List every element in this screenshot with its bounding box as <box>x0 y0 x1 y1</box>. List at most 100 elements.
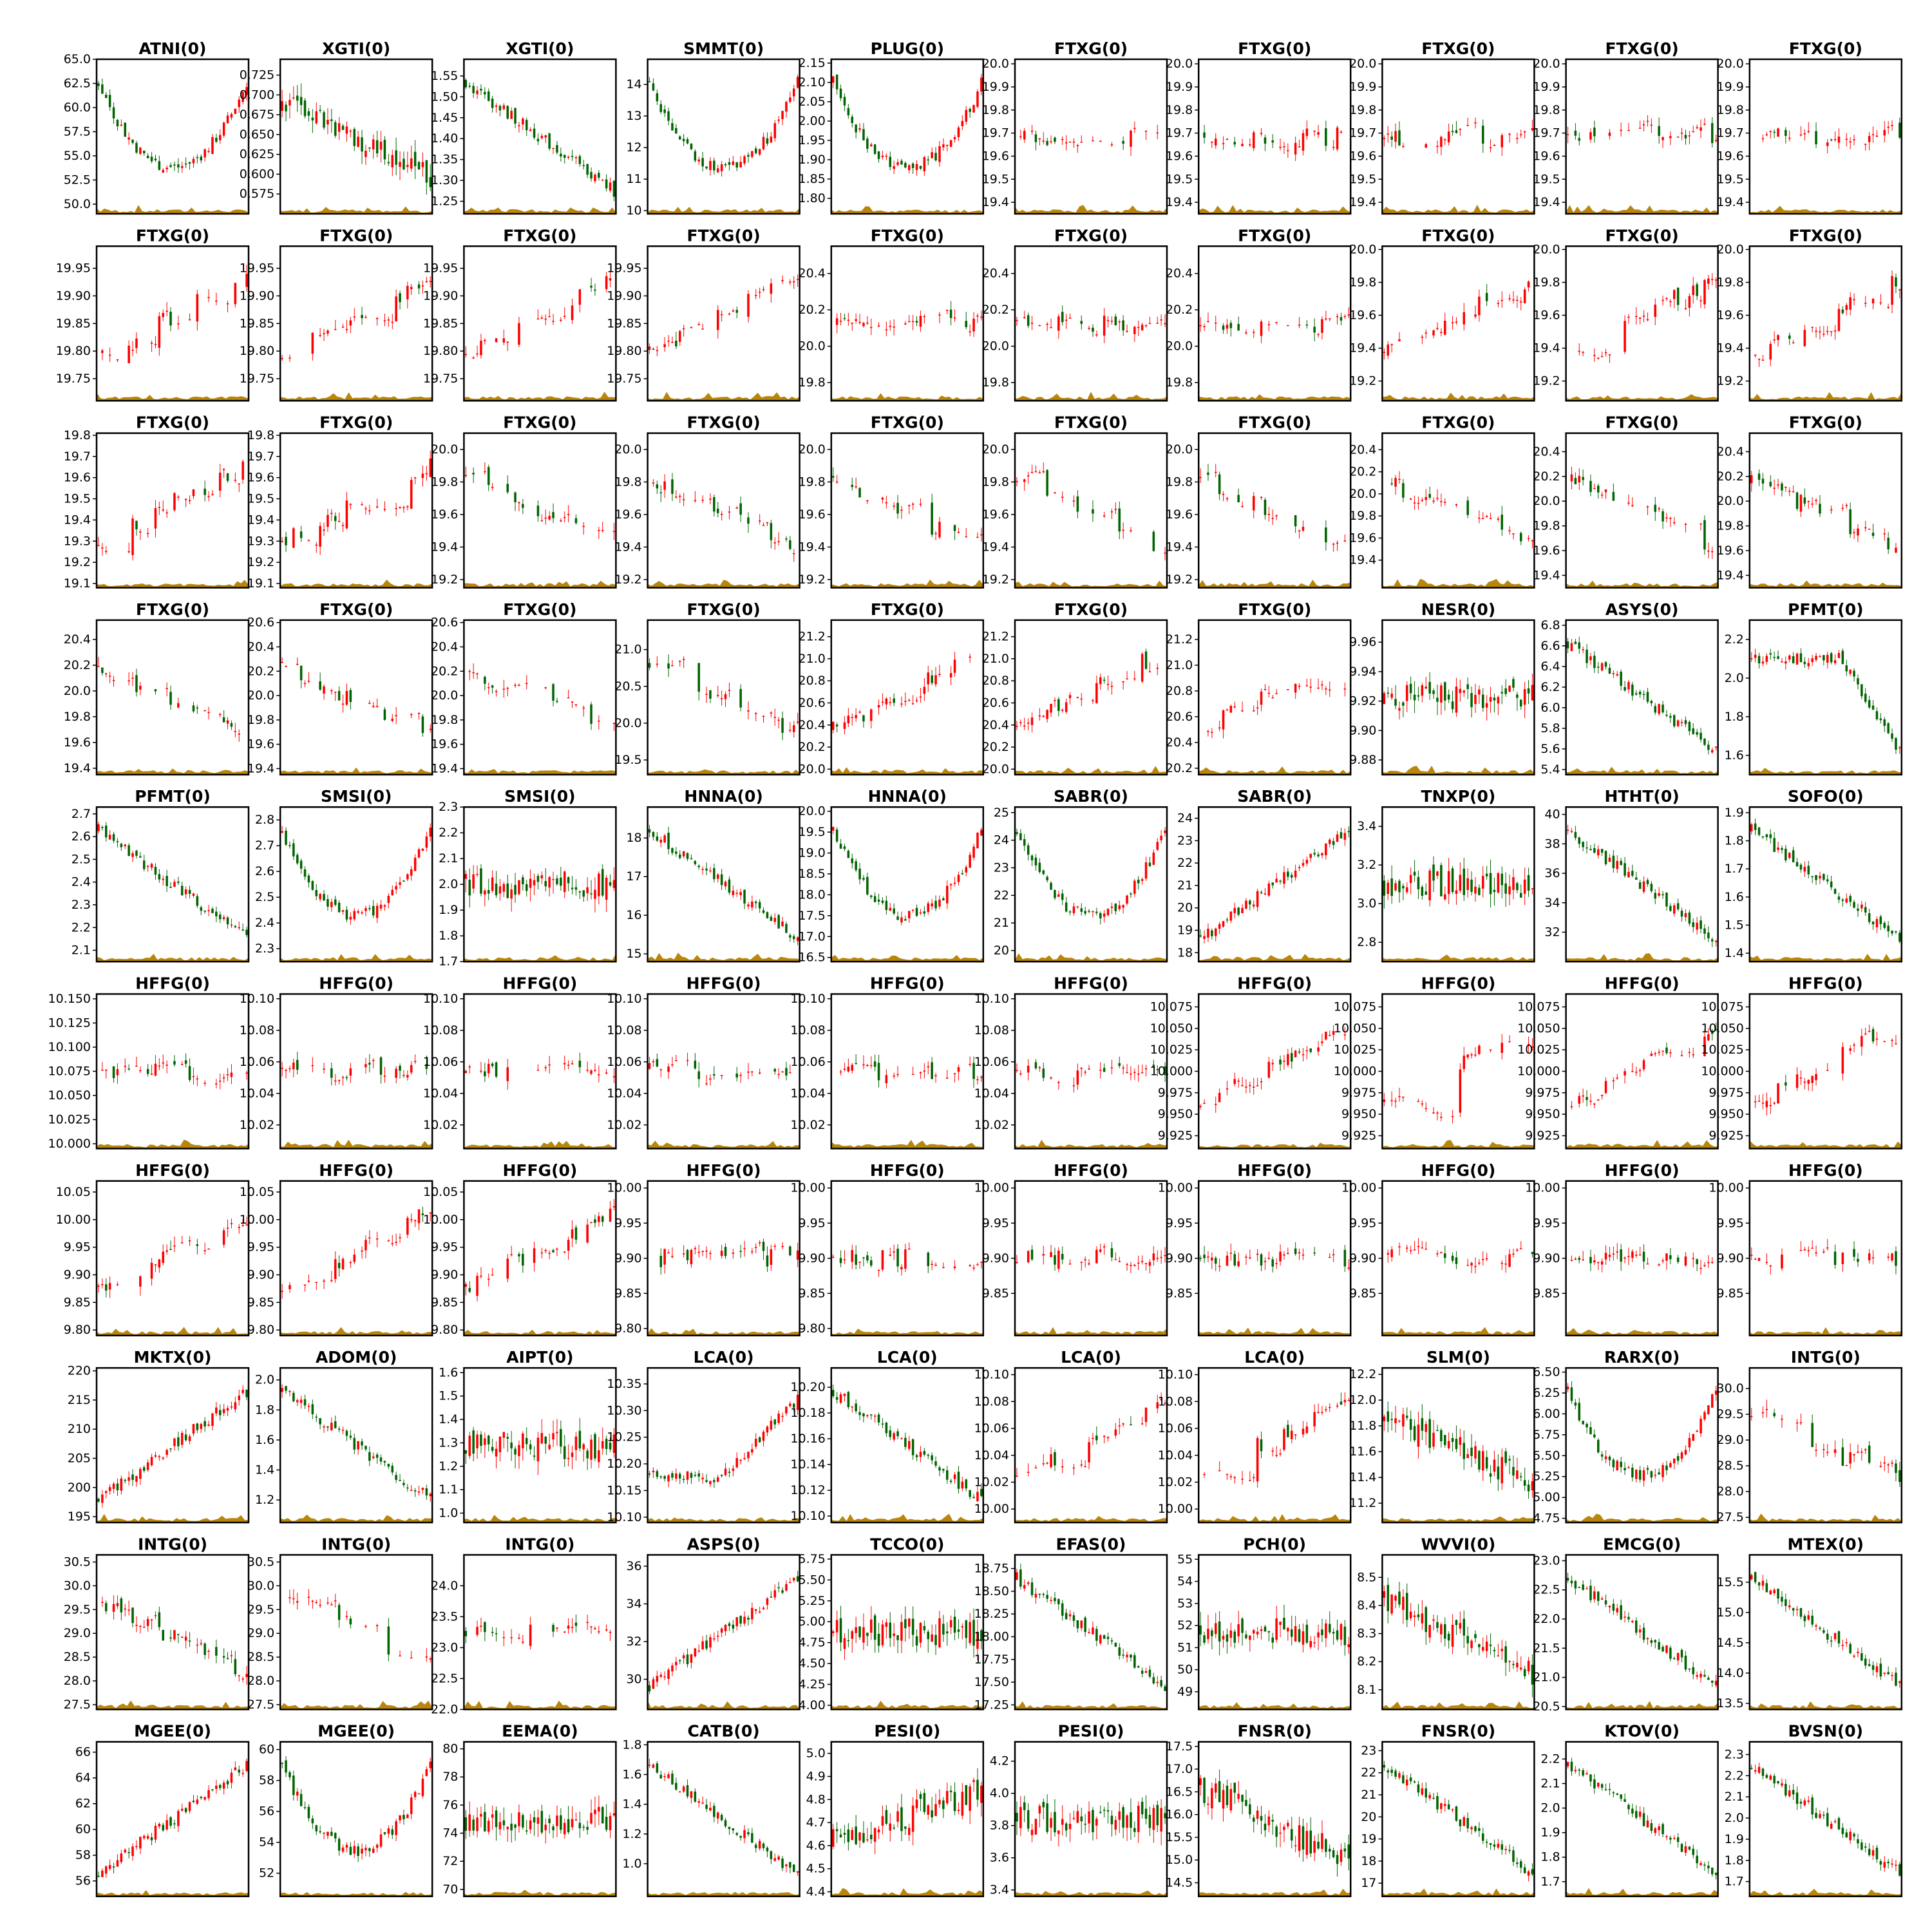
panel-frame <box>463 1180 617 1337</box>
candle-body <box>1222 921 1225 927</box>
chart-panel: FTXG(0)19.419.619.820.020.220.4 <box>1716 413 1903 589</box>
candle-body <box>1054 890 1056 898</box>
candle-body <box>421 716 424 734</box>
candle-body <box>1103 515 1106 517</box>
candle-body <box>128 345 130 363</box>
candle-body <box>1110 511 1113 513</box>
candle-body <box>1811 1075 1814 1083</box>
candle-body <box>1714 279 1718 281</box>
candle-body <box>1466 1054 1469 1057</box>
y-tick-label: 20.4 <box>1533 444 1560 459</box>
candle-body <box>1309 853 1312 858</box>
candle-body <box>1092 509 1094 514</box>
candle-body <box>770 137 773 143</box>
y-tick-label: 60.0 <box>64 100 91 115</box>
candle-body <box>1604 662 1607 667</box>
candle-body <box>1830 509 1833 511</box>
candle-body <box>694 1248 697 1249</box>
candle-body <box>97 545 100 546</box>
candle-body <box>1519 699 1522 707</box>
y-tick-label: 19.8 <box>1166 103 1193 117</box>
candle-body <box>1325 1032 1327 1040</box>
candle-body <box>1237 495 1240 502</box>
candle-body <box>1849 509 1852 535</box>
volume-area <box>1198 205 1351 214</box>
candle-body <box>1672 715 1676 726</box>
candle-body <box>690 144 693 149</box>
candle-body <box>1899 289 1901 290</box>
candle-body <box>341 327 345 328</box>
candle-body <box>1608 857 1611 862</box>
panel-title: FTXG(0) <box>1605 39 1679 58</box>
candle-body <box>843 317 846 319</box>
y-tick-label: 19.75 <box>423 372 458 386</box>
candle-body <box>383 1075 386 1077</box>
candle-body <box>1294 683 1297 693</box>
candle-body <box>391 1243 394 1244</box>
candle-body <box>675 851 677 854</box>
panel-frame <box>647 993 800 1150</box>
y-tick-label: 19.85 <box>240 316 274 330</box>
candle-body <box>1795 1074 1799 1088</box>
candle-body <box>893 1075 895 1077</box>
candle-body <box>1570 474 1573 482</box>
candle-body <box>207 496 210 497</box>
candle-body <box>1593 355 1596 356</box>
candle-body <box>839 88 842 99</box>
candle-body <box>931 903 933 907</box>
candle-body <box>1156 667 1159 669</box>
candle-body <box>716 874 719 879</box>
candle-body <box>1199 1106 1202 1107</box>
panel-frame <box>279 619 433 776</box>
candle-body <box>399 162 401 167</box>
candle-body <box>690 858 693 860</box>
candle-body <box>656 484 659 489</box>
candle-body <box>128 1068 130 1070</box>
candle-body <box>525 120 528 131</box>
candle-body <box>1092 327 1094 332</box>
candle-body <box>1501 692 1504 694</box>
candle-body <box>142 860 146 869</box>
candle-body <box>957 875 960 882</box>
chart-panel: FTXG(0)19.419.519.619.719.819.920.0 <box>1166 39 1352 215</box>
candle-body <box>218 714 222 715</box>
candle-body <box>1084 1072 1086 1073</box>
y-tick-label: 10.00 <box>974 1181 1009 1195</box>
y-tick-label: 10.02 <box>790 1118 825 1132</box>
candle-body <box>1214 928 1217 936</box>
candle-body <box>518 502 520 504</box>
candle-body <box>835 481 838 483</box>
y-tick-label: 10.000 <box>1150 1065 1193 1079</box>
candle-body <box>781 279 784 281</box>
candle-body <box>1023 317 1026 319</box>
candle-body <box>1126 1264 1128 1265</box>
candle-body <box>896 1248 899 1267</box>
candle-body <box>1773 838 1776 852</box>
candle-body <box>1710 279 1714 280</box>
candle-body <box>735 310 739 313</box>
y-tick-label: 19.90 <box>56 289 91 303</box>
volume-area <box>1382 205 1535 214</box>
candle-body <box>1566 829 1569 831</box>
candle-body <box>881 1250 884 1270</box>
candle-body <box>900 703 903 705</box>
volume-area <box>1566 766 1718 775</box>
candle-body <box>1527 538 1530 540</box>
panel-frame <box>1381 58 1535 215</box>
candle-body <box>1241 1085 1244 1086</box>
candle-body <box>1016 726 1018 727</box>
candle-body <box>131 677 134 679</box>
candle-body <box>1650 124 1653 126</box>
candle-body <box>1271 140 1274 143</box>
y-tick-label: 13 <box>626 109 641 123</box>
candle-body <box>1283 146 1285 147</box>
candle-body <box>97 666 100 667</box>
candle-body <box>1608 132 1611 137</box>
candle-body <box>1589 132 1592 140</box>
candle-body <box>1298 530 1301 532</box>
candle-body <box>1672 905 1676 914</box>
candle-body <box>1267 692 1271 694</box>
volume-area <box>647 207 800 214</box>
y-tick-label: 19.8 <box>1533 103 1560 117</box>
